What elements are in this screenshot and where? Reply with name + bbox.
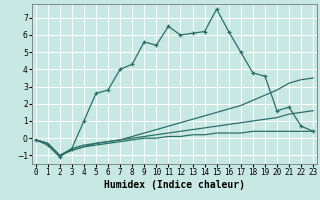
X-axis label: Humidex (Indice chaleur): Humidex (Indice chaleur) <box>104 180 245 190</box>
